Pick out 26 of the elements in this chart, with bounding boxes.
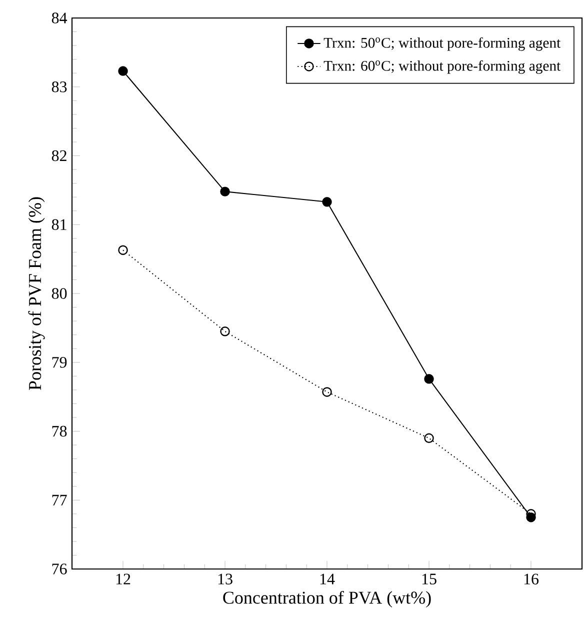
x-tick-label: 15 — [422, 574, 436, 584]
point — [220, 186, 230, 196]
y-tick-label: 76 — [52, 564, 67, 574]
point — [220, 326, 230, 336]
y-axis-title: Porosity of PVF Foam (%) — [28, 197, 45, 390]
x-tick-label: 12 — [116, 574, 130, 584]
point — [322, 197, 332, 207]
point — [118, 245, 128, 255]
y-tick-label: 77 — [52, 494, 67, 506]
y-tick-label: 81 — [52, 219, 66, 230]
x-tick-label: 14 — [320, 574, 335, 584]
y-tick-label: 80 — [52, 288, 67, 299]
x-axis-title: Concentration of PVA (wt%) — [223, 590, 431, 608]
x-tick-label: 16 — [524, 574, 539, 584]
y-tick-label: 84 — [52, 12, 68, 24]
point — [322, 387, 332, 397]
legend-label: Trxn: 60$^{o}$C; without pore-forming agent — [324, 60, 561, 74]
x-tick-label: 13 — [218, 574, 232, 584]
legend-label: Trxn: 50$^{o}$C; without pore-forming agent — [324, 37, 561, 51]
y-tick-label: 83 — [52, 81, 67, 92]
point — [118, 66, 128, 76]
y-tick-label: 82 — [52, 150, 66, 162]
y-tick-label: 78 — [52, 426, 67, 437]
point — [424, 433, 434, 443]
point — [424, 374, 434, 384]
y-tick-label: 79 — [52, 356, 67, 368]
